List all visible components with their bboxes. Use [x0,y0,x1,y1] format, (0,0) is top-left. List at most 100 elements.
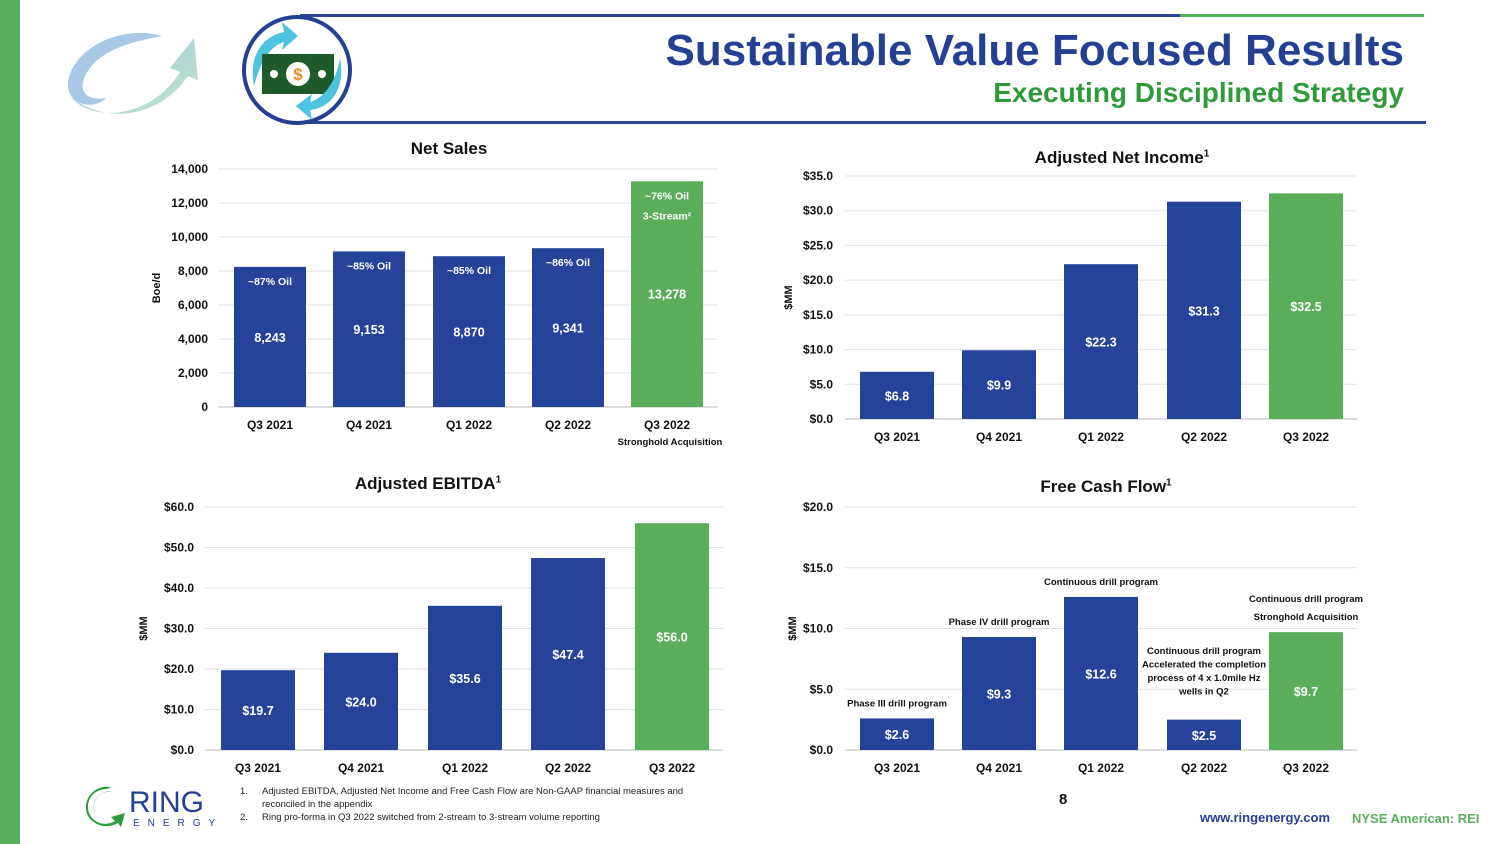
data-label: $9.3 [987,688,1011,702]
bar-q1-2022 [433,256,505,407]
chart-title-net-sales: Net Sales [410,139,488,158]
logo-wordmark: RING [129,786,204,819]
y-axis-label: $MM [783,285,795,309]
data-label: $19.7 [242,704,273,718]
x-tick-label: Q2 2022 [545,418,591,432]
bar-annotation: ~85% Oil [347,260,391,272]
data-label: $12.6 [1085,667,1116,681]
footnote-number: 2. [240,812,248,823]
bar-annotation: ~85% Oil [447,265,491,277]
y-tick-label: 12,000 [171,196,208,210]
x-tick-label: Q3 2021 [874,761,920,775]
bar-q4-2021 [962,350,1036,419]
bar-q3-2022 [635,523,709,750]
bar-annotation: ~76% Oil [645,190,689,202]
y-tick-label: $20.0 [164,662,194,676]
x-tick-label: Q2 2022 [1181,430,1227,444]
bar-q4-2021 [324,652,398,750]
footnote-text: Ring pro-forma in Q3 2022 switched from … [262,812,600,823]
bar-annotation: Phase III drill program [847,698,947,709]
data-label: $6.8 [885,389,909,403]
x-tick-label: Q3 2021 [247,418,293,432]
bar-q1-2022 [1064,596,1138,750]
y-tick-label: $25.0 [803,238,833,252]
y-tick-label: 4,000 [178,332,208,346]
data-label: 9,341 [552,322,583,336]
bar-q3-2021 [860,718,934,750]
chart-title-adjusted-ebitda: Adjusted EBITDA1 [354,474,502,493]
data-label: $2.6 [885,728,909,742]
y-tick-label: $0.0 [810,412,834,426]
data-label: $35.6 [449,672,480,686]
data-label: $47.4 [552,648,583,662]
footnote-text: Adjusted EBITDA, Adjusted Net Income and… [262,786,684,810]
bar-q4-2021 [962,637,1036,750]
y-tick-label: $10.0 [803,622,833,636]
data-label: $24.0 [345,695,376,709]
y-tick-label: 0 [201,400,208,414]
data-label: 9,153 [353,323,384,337]
y-tick-label: $35.0 [803,169,833,183]
x-tick-label: Q3 2022 [1283,761,1329,775]
x-tick-label: Q1 2022 [1078,761,1124,775]
data-label: $32.5 [1290,300,1321,314]
y-tick-label: $40.0 [164,581,194,595]
bar-annotation: Continuous drill program [1044,577,1158,588]
bar-annotation: wells in Q2 [1178,687,1229,698]
header-rule-top [300,14,1424,17]
x-tick-label: Q2 2022 [545,761,591,775]
y-tick-label: $0.0 [810,743,834,757]
circular-arrow-icon [67,32,198,114]
y-tick-label: $0.0 [171,743,195,757]
x-tick-label: Q1 2022 [446,418,492,432]
data-label: $2.5 [1192,729,1216,743]
bar-q3-2022 [1269,632,1343,750]
y-tick-label: 14,000 [171,162,208,176]
y-tick-label: $10.0 [164,703,194,717]
ring-energy-logo: RING ENERGY [85,785,215,834]
bar-annotation: Continuous drill program [1147,646,1261,657]
x-tick-label: Q4 2021 [346,418,392,432]
bar-annotation: ~87% Oil [248,276,292,288]
page-subtitle: Executing Disciplined Strategy [993,77,1404,108]
left-accent-bar [0,0,20,844]
y-tick-label: 8,000 [178,264,208,278]
website-link[interactable]: www.ringenergy.com [1200,810,1331,825]
x-tick-label: Q1 2022 [1078,430,1124,444]
logo-tagline: ENERGY [133,818,215,829]
bar-q1-2022 [1064,264,1138,419]
y-tick-label: $20.0 [803,273,833,287]
x-tick-label: Q3 2022 [649,761,695,775]
footnote: 1. Adjusted EBITDA, Adjusted Net Income a… [240,785,712,811]
bar-q3-2022 [1269,193,1343,419]
y-axis-label: Boe/d [151,273,163,304]
y-tick-label: $30.0 [803,204,833,218]
bar-annotation: Continuous drill program [1249,594,1363,605]
x-tick-label: Q2 2022 [1181,761,1227,775]
x-tick-sublabel: Stronghold Acquisition [618,437,723,448]
bar-q2-2022 [1167,719,1241,750]
x-tick-label: Q3 2022 [1283,430,1329,444]
y-tick-label: $20.0 [803,500,833,514]
y-tick-label: $50.0 [164,541,194,555]
bar-annotation: process of 4 x 1.0mile Hz [1148,673,1261,684]
bar-annotation: 3-Stream² [643,210,692,222]
y-tick-label: 6,000 [178,298,208,312]
x-tick-label: Q3 2021 [235,761,281,775]
data-label: 8,243 [254,331,285,345]
y-tick-label: $15.0 [803,561,833,575]
x-tick-label: Q4 2021 [338,761,384,775]
y-tick-label: $5.0 [810,377,834,391]
bar-q3-2021 [234,266,306,407]
x-tick-label: Q3 2021 [874,430,920,444]
data-label: $31.3 [1188,304,1219,318]
bar-annotation: Accelerated the completion [1142,660,1266,671]
bar-q1-2022 [428,605,502,750]
footnote-number: 1. [240,786,248,797]
footnotes: 1. Adjusted EBITDA, Adjusted Net Income a… [240,785,712,824]
data-label: 8,870 [453,326,484,340]
y-tick-label: 10,000 [171,230,208,244]
bar-q3-2021 [221,670,295,750]
data-label: $22.3 [1085,336,1116,350]
